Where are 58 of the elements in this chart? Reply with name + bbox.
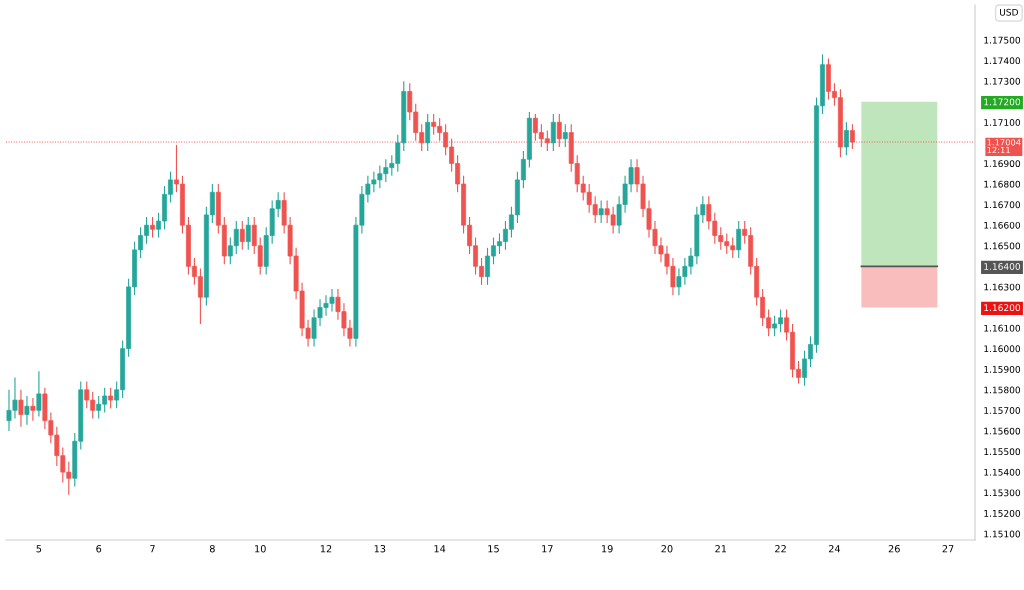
candlestick — [736, 220, 742, 259]
candlestick — [30, 397, 36, 422]
x-tick-label: 14 — [434, 545, 446, 553]
candlestick — [562, 123, 568, 148]
y-tick-label: 1.15100 — [984, 530, 1021, 538]
x-tick-label: 7 — [150, 545, 155, 553]
candlestick — [150, 216, 155, 239]
y-tick-label: 1.17200 — [984, 98, 1021, 106]
y-tick-label: 1.15500 — [984, 448, 1021, 456]
candlestick — [245, 216, 251, 251]
y-tick-label: 1.17100 — [984, 119, 1021, 126]
x-tick-label: 21 — [715, 545, 727, 553]
x-tick-label: 10 — [255, 545, 266, 553]
candlestick — [843, 121, 849, 156]
candlestick — [239, 220, 245, 251]
x-tick-label: 27 — [942, 545, 954, 553]
y-tick-label: 1.16900 — [984, 160, 1021, 167]
y-tick-label: 1.16700 — [984, 201, 1021, 209]
y-tick-label: 1.16600 — [984, 221, 1021, 229]
y-tick-label: 1.15900 — [984, 365, 1021, 373]
y-tick-label: 1.16800 — [984, 180, 1021, 188]
x-tick-label: 8 — [209, 545, 215, 553]
x-tick-label: 22 — [775, 545, 786, 553]
y-tick-label: 1.15800 — [984, 386, 1021, 394]
x-tick-label: 24 — [828, 545, 841, 553]
candlestick — [36, 370, 42, 418]
y-tick-label: 1.15700 — [984, 407, 1021, 414]
candlestick — [425, 113, 431, 152]
y-tick-label: 1.16000 — [984, 345, 1021, 353]
x-tick-label: 5 — [36, 545, 42, 553]
candlestick — [18, 389, 24, 428]
y-axis-title: USD — [1000, 8, 1018, 16]
y-tick-label: 1.17500 — [984, 36, 1021, 44]
y-tick-label: 1.16400 — [984, 263, 1021, 270]
y-tick-label: 1.15300 — [984, 489, 1021, 497]
y-tick-label: 1.15400 — [984, 468, 1021, 476]
x-tick-label: 26 — [888, 545, 900, 553]
y-tick-label: 1.16500 — [984, 242, 1021, 250]
candlestick — [24, 395, 30, 426]
y-tick-label: 1.15600 — [984, 427, 1021, 435]
candlestick — [598, 199, 604, 224]
y-tick-label: 1.16300 — [984, 283, 1021, 291]
y-tick-label: 1.16100 — [984, 324, 1021, 332]
x-tick-label: 15 — [488, 545, 499, 553]
x-tick-label: 17 — [542, 545, 553, 553]
x-tick-label: 20 — [661, 545, 673, 553]
candlestick — [108, 387, 114, 409]
y-tick-label: 1.17400 — [984, 57, 1021, 65]
candlestick — [550, 113, 556, 152]
x-tick-label: 19 — [602, 545, 613, 553]
x-tick-label: 6 — [96, 545, 102, 553]
x-tick-label: 13 — [374, 545, 386, 553]
candlestick — [849, 123, 855, 150]
ref-line-label: 1.17004 12:11 — [987, 139, 1021, 154]
y-tick-label: 1.15200 — [984, 509, 1021, 517]
y-tick-label: 1.16200 — [984, 304, 1021, 312]
x-tick-label: 12 — [320, 545, 332, 553]
y-tick-label: 1.17300 — [984, 77, 1021, 85]
